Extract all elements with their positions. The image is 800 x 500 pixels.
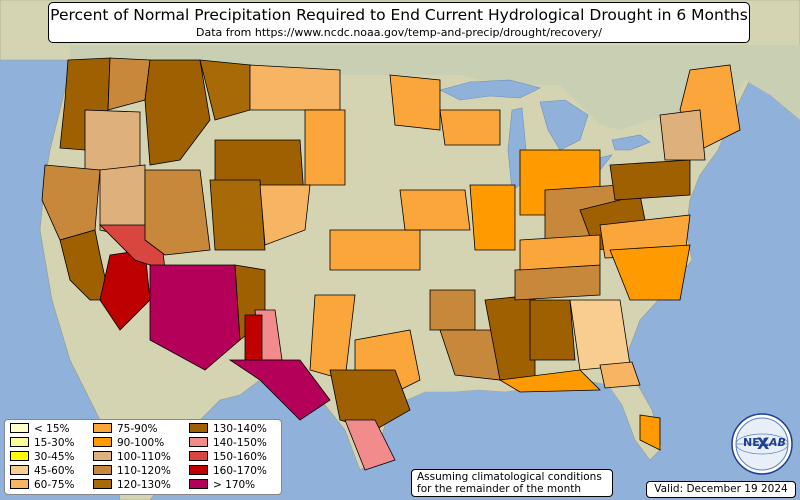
region-carolinas — [609, 244, 691, 301]
legend-label: 140-150% — [213, 437, 267, 449]
legend-swatch — [189, 479, 208, 489]
legend-item: 110-120% — [93, 465, 171, 478]
map-subtitle: Data from https://www.ncdc.noaa.gov/temp… — [196, 26, 602, 39]
legend-item: 140-150% — [189, 437, 267, 450]
region-west-texas — [228, 359, 331, 421]
legend-swatch — [10, 437, 29, 447]
legend-label: > 170% — [213, 479, 256, 491]
legend-swatch — [10, 423, 29, 433]
legend-item: 120-130% — [93, 479, 171, 492]
legend-label: < 15% — [34, 423, 70, 435]
legend-item: 130-140% — [189, 423, 267, 436]
legend-label: 90-100% — [117, 437, 165, 449]
region-illinois — [469, 184, 516, 251]
legend-label: 15-30% — [34, 437, 75, 449]
legend-swatch — [10, 451, 29, 461]
region-gulf-coast — [498, 369, 601, 393]
region-utah — [144, 169, 211, 256]
region-ny — [659, 109, 706, 161]
legend-item: 45-60% — [10, 465, 75, 478]
climatology-note: Assuming climatological conditions for t… — [411, 469, 613, 497]
legend-label: 30-45% — [34, 451, 75, 463]
region-georgia — [569, 299, 631, 371]
region-texas-coast — [344, 419, 396, 471]
legend-item: 90-100% — [93, 437, 164, 450]
region-kentucky — [519, 234, 601, 271]
legend-item: 30-45% — [10, 451, 75, 464]
region-kansas — [329, 229, 421, 271]
legend-swatch — [93, 465, 112, 475]
title-box: Percent of Normal Precipitation Required… — [48, 2, 750, 43]
note-line-1: Assuming climatological conditions — [417, 471, 602, 483]
logo-text-ne: NE — [743, 436, 760, 449]
region-wisconsin — [439, 109, 501, 146]
legend-swatch — [93, 437, 112, 447]
legend-item: 160-170% — [189, 465, 267, 478]
region-texas-south — [329, 369, 411, 431]
region-iowa — [399, 189, 471, 231]
legend-label: 100-110% — [117, 451, 171, 463]
legend-label: 130-140% — [213, 423, 267, 435]
legend-swatch — [189, 451, 208, 461]
region-minnesota — [389, 74, 441, 131]
legend: < 15% 15-30% 30-45% 45-60% 60-75% 75-90% 90-10… — [4, 419, 282, 495]
map-title: Percent of Normal Precipitation Required… — [50, 6, 748, 24]
nexlab-logo: NE LAB X — [731, 413, 793, 475]
region-colorado-w — [209, 179, 266, 251]
legend-label: 75-90% — [117, 423, 158, 435]
legend-label: 150-160% — [213, 451, 267, 463]
legend-item: 100-110% — [93, 451, 171, 464]
legend-label: 60-75% — [34, 479, 75, 491]
region-tennessee — [514, 264, 601, 301]
logo-x-glyph: X — [757, 434, 770, 453]
drought-regions — [41, 57, 741, 471]
region-pennsylvania — [609, 159, 691, 201]
legend-item: > 170% — [189, 479, 255, 492]
region-colorado-e — [259, 184, 311, 246]
region-nm-red — [244, 314, 263, 361]
legend-swatch — [10, 465, 29, 475]
region-arkansas — [429, 289, 476, 331]
legend-swatch — [189, 465, 208, 475]
region-florida-pan — [599, 361, 641, 389]
legend-item: 75-90% — [93, 423, 158, 436]
legend-item: 15-30% — [10, 437, 75, 450]
legend-item: 60-75% — [10, 479, 75, 492]
legend-swatch — [189, 423, 208, 433]
region-montana-e — [249, 64, 341, 111]
note-line-2: for the remainder of the month — [417, 483, 582, 495]
region-nd-sd-w — [304, 109, 346, 186]
legend-label: 45-60% — [34, 465, 75, 477]
legend-swatch — [93, 423, 112, 433]
legend-label: 110-120% — [117, 465, 171, 477]
region-alabama — [529, 299, 576, 361]
valid-date: Valid: December 19 2024 — [646, 481, 796, 498]
region-arizona — [149, 264, 241, 371]
legend-item: 150-160% — [189, 451, 267, 464]
legend-item: < 15% — [10, 423, 69, 436]
region-florida-south — [639, 414, 661, 451]
logo-text-lab: LAB — [762, 436, 786, 449]
legend-label: 120-130% — [117, 479, 171, 491]
legend-swatch — [93, 479, 112, 489]
legend-swatch — [10, 479, 29, 489]
region-or-central — [84, 109, 141, 171]
legend-swatch — [189, 437, 208, 447]
legend-swatch — [93, 451, 112, 461]
legend-label: 160-170% — [213, 465, 267, 477]
